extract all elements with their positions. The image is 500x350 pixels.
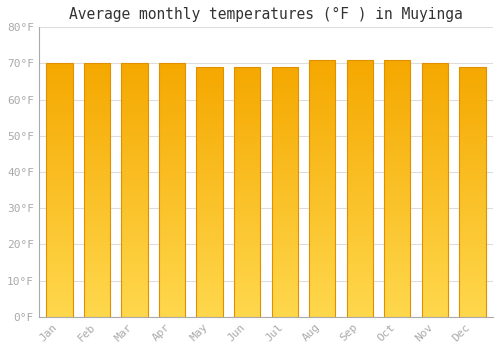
Bar [384,60,410,317]
Bar [196,67,223,317]
Bar [159,63,185,317]
Title: Average monthly temperatures (°F ) in Muyinga: Average monthly temperatures (°F ) in Mu… [69,7,463,22]
Bar [460,67,485,317]
Bar [422,63,448,317]
Bar [234,67,260,317]
Bar [84,63,110,317]
Bar [346,60,373,317]
Bar [46,63,72,317]
Bar [272,67,298,317]
Bar [122,63,148,317]
Bar [309,60,336,317]
